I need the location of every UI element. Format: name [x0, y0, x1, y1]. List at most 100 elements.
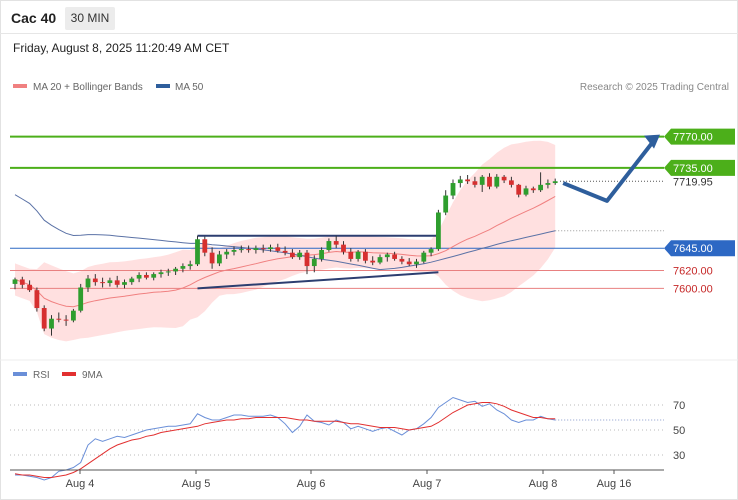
candle-body — [501, 176, 507, 181]
rsi-tick-label: 50 — [673, 425, 685, 437]
trendlines — [197, 234, 439, 290]
candle-body — [363, 251, 368, 261]
candle-body — [238, 249, 244, 251]
candle-body — [406, 261, 412, 265]
ma20-legend-label: MA 20 + Bollinger Bands — [33, 82, 143, 93]
x-tick-label: Aug 8 — [529, 478, 558, 490]
rsi-legend-swatch — [13, 372, 27, 376]
candle-body — [297, 252, 303, 258]
header-bar: Cac 40 30 MIN — [0, 0, 738, 34]
x-tick-label: Aug 6 — [297, 478, 326, 490]
candle-body — [151, 274, 157, 278]
candle-body — [465, 179, 470, 182]
ma20-legend-swatch — [13, 84, 27, 88]
candle-body — [443, 195, 449, 213]
level-labels: 7770.00 7735.00 7645.00 7620.00 7600.00 7719.… — [664, 128, 735, 295]
rsi-legend: RSI 9MA — [13, 370, 103, 381]
candle-body — [49, 318, 54, 329]
candle-body — [479, 176, 485, 185]
rsi-pane: 70 50 30 — [10, 396, 685, 481]
candle-body — [34, 290, 40, 309]
level-tag-resistance — [664, 159, 735, 176]
credit-label: Research © 2025 Trading Central — [580, 82, 729, 93]
candle-body — [341, 244, 346, 252]
candle-body — [195, 239, 200, 265]
candle-body — [282, 250, 288, 253]
candle-body — [173, 268, 178, 272]
candle-body — [494, 176, 500, 187]
candle-body — [377, 257, 383, 263]
candle-body — [319, 249, 324, 259]
level-label: 7770.00 — [673, 132, 713, 144]
candle-body — [530, 188, 536, 191]
candle-body — [472, 181, 478, 185]
candle-body — [428, 249, 434, 253]
candle-body — [19, 279, 25, 285]
candle-body — [158, 272, 164, 275]
rsi-tick-label: 70 — [673, 400, 685, 412]
candle-body — [136, 274, 142, 279]
candle-body — [78, 287, 84, 311]
candle-body — [187, 264, 193, 267]
ma20-line — [14, 195, 556, 308]
level-label: 7735.00 — [673, 163, 713, 175]
candle-body — [290, 252, 295, 258]
candle-body — [260, 248, 266, 250]
candle-body — [552, 181, 558, 184]
candle-body — [545, 183, 551, 185]
candle-body — [114, 280, 120, 285]
candle-body — [333, 241, 339, 245]
x-tick-label: Aug 16 — [597, 478, 632, 490]
candle-body — [209, 252, 215, 264]
candle-body — [129, 278, 135, 283]
candle-body — [370, 260, 376, 263]
candle-body — [392, 254, 397, 259]
ma50-legend-label: MA 50 — [175, 82, 204, 93]
candle-body — [165, 271, 171, 273]
x-tick-label: Aug 7 — [413, 478, 442, 490]
candle-body — [231, 249, 237, 252]
candle-body — [122, 282, 127, 285]
candle-body — [27, 284, 32, 291]
candle-body — [311, 258, 317, 267]
candle-body — [487, 176, 492, 187]
candle-body — [268, 247, 273, 250]
x-tick-label: Aug 4 — [66, 478, 95, 490]
instrument-title: Cac 40 — [11, 10, 57, 26]
candle-body — [253, 248, 259, 250]
candle-body — [436, 212, 441, 250]
candle-body — [538, 184, 543, 191]
ma50-legend-swatch — [156, 84, 170, 88]
rsi-series-9ma — [14, 402, 556, 478]
bollinger-band — [15, 140, 556, 342]
candle-body — [348, 251, 354, 259]
level-tag-pivot — [664, 240, 735, 257]
candle-body — [509, 180, 514, 185]
price-levels — [10, 135, 664, 289]
candle-body — [246, 249, 251, 251]
candle-body — [326, 241, 332, 250]
level-label: 7620.00 — [673, 266, 713, 278]
candle-body — [41, 308, 47, 329]
candles — [12, 172, 558, 336]
forecast-path — [562, 135, 659, 203]
bollinger-band-fill — [15, 140, 556, 342]
rsi-legend-label: RSI — [33, 370, 50, 381]
candle-body — [63, 319, 69, 321]
rsi-ma-legend-label: 9MA — [82, 370, 103, 381]
level-tag-resistance — [664, 128, 735, 145]
candle-body — [414, 261, 419, 265]
candle-body — [100, 282, 105, 284]
candle-body — [457, 179, 463, 184]
trendline-1 — [197, 271, 439, 290]
timestamp: Friday, August 8, 2025 11:20:49 AM CET — [13, 41, 230, 55]
timeframe-button[interactable]: 30 MIN — [65, 7, 115, 30]
rsi-ma-legend-swatch — [62, 372, 76, 376]
rsi-tick-label: 30 — [673, 450, 685, 462]
candle-body — [355, 251, 361, 259]
candle-body — [85, 278, 91, 288]
candle-body — [71, 310, 76, 321]
price-legend: MA 20 + Bollinger Bands MA 50 Research ©… — [13, 82, 729, 93]
candle-body — [275, 247, 281, 251]
